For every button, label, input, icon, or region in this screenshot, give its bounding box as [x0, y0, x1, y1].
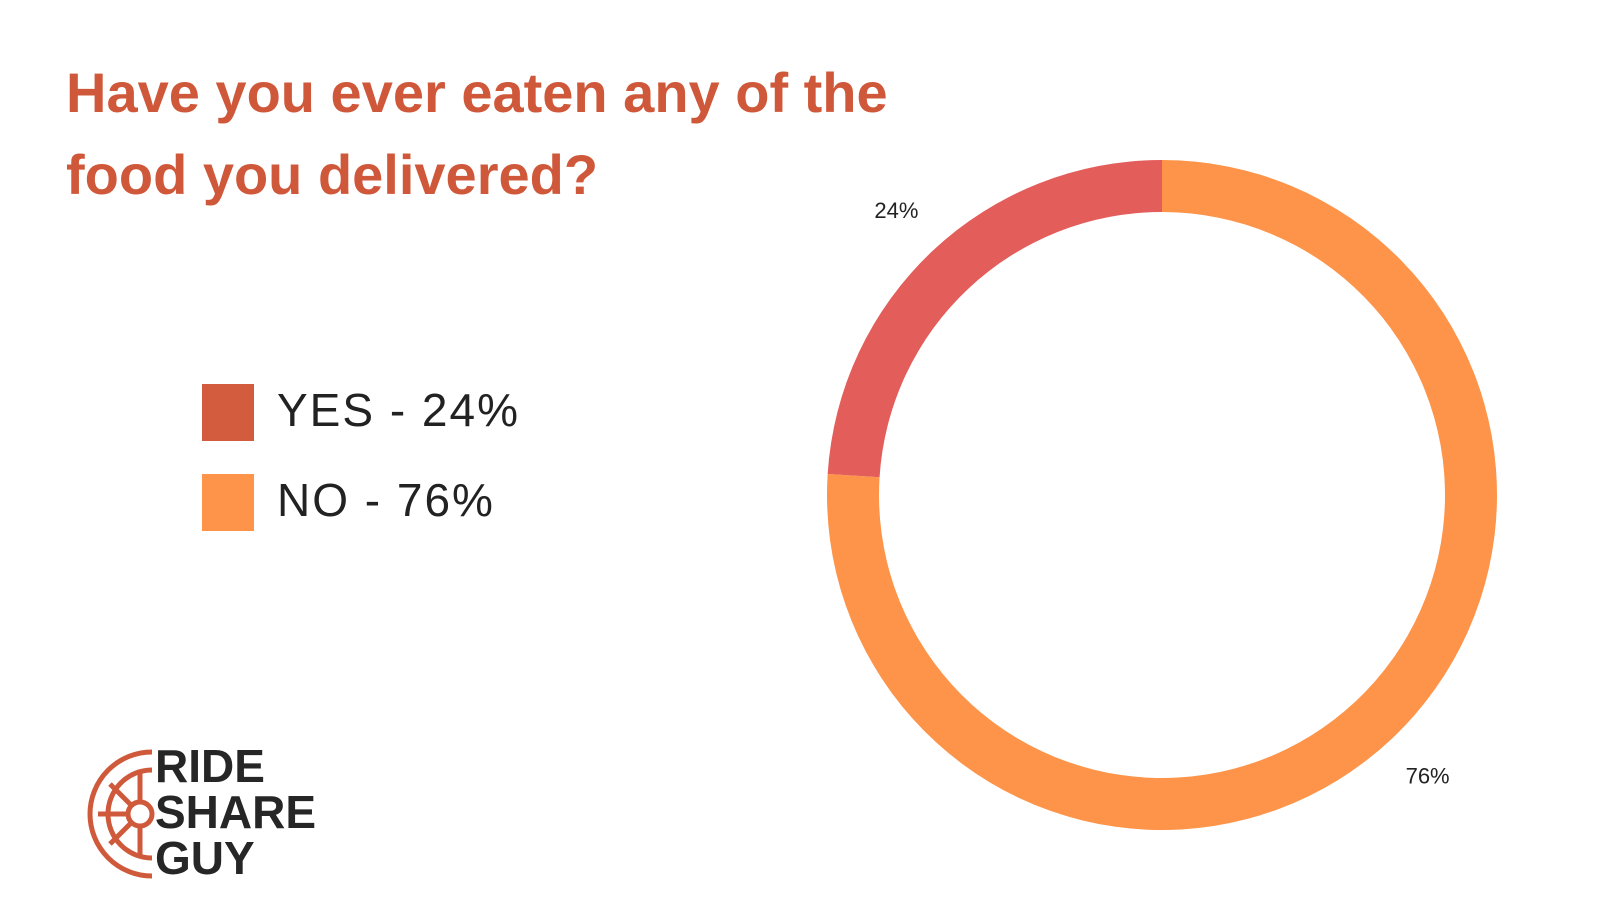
legend-swatch — [202, 474, 254, 531]
donut-slice — [827, 160, 1162, 478]
logo-arc — [87, 749, 153, 879]
value-label: 24% — [874, 198, 918, 223]
logo-hub — [125, 799, 155, 829]
chart-title: Have you ever eaten any of the food you … — [66, 61, 888, 206]
logo-spoke — [108, 782, 133, 807]
logo-spoke — [108, 821, 133, 846]
logo-icon — [87, 749, 155, 879]
legend-swatch — [202, 384, 254, 441]
value-label: 76% — [1406, 764, 1450, 789]
logo-text: RIDE — [155, 740, 265, 792]
logo-text: GUY — [155, 832, 255, 884]
legend-label: YES - 24% — [277, 384, 520, 436]
logo-text: SHARE — [155, 786, 316, 838]
legend-label: NO - 76% — [277, 474, 495, 526]
